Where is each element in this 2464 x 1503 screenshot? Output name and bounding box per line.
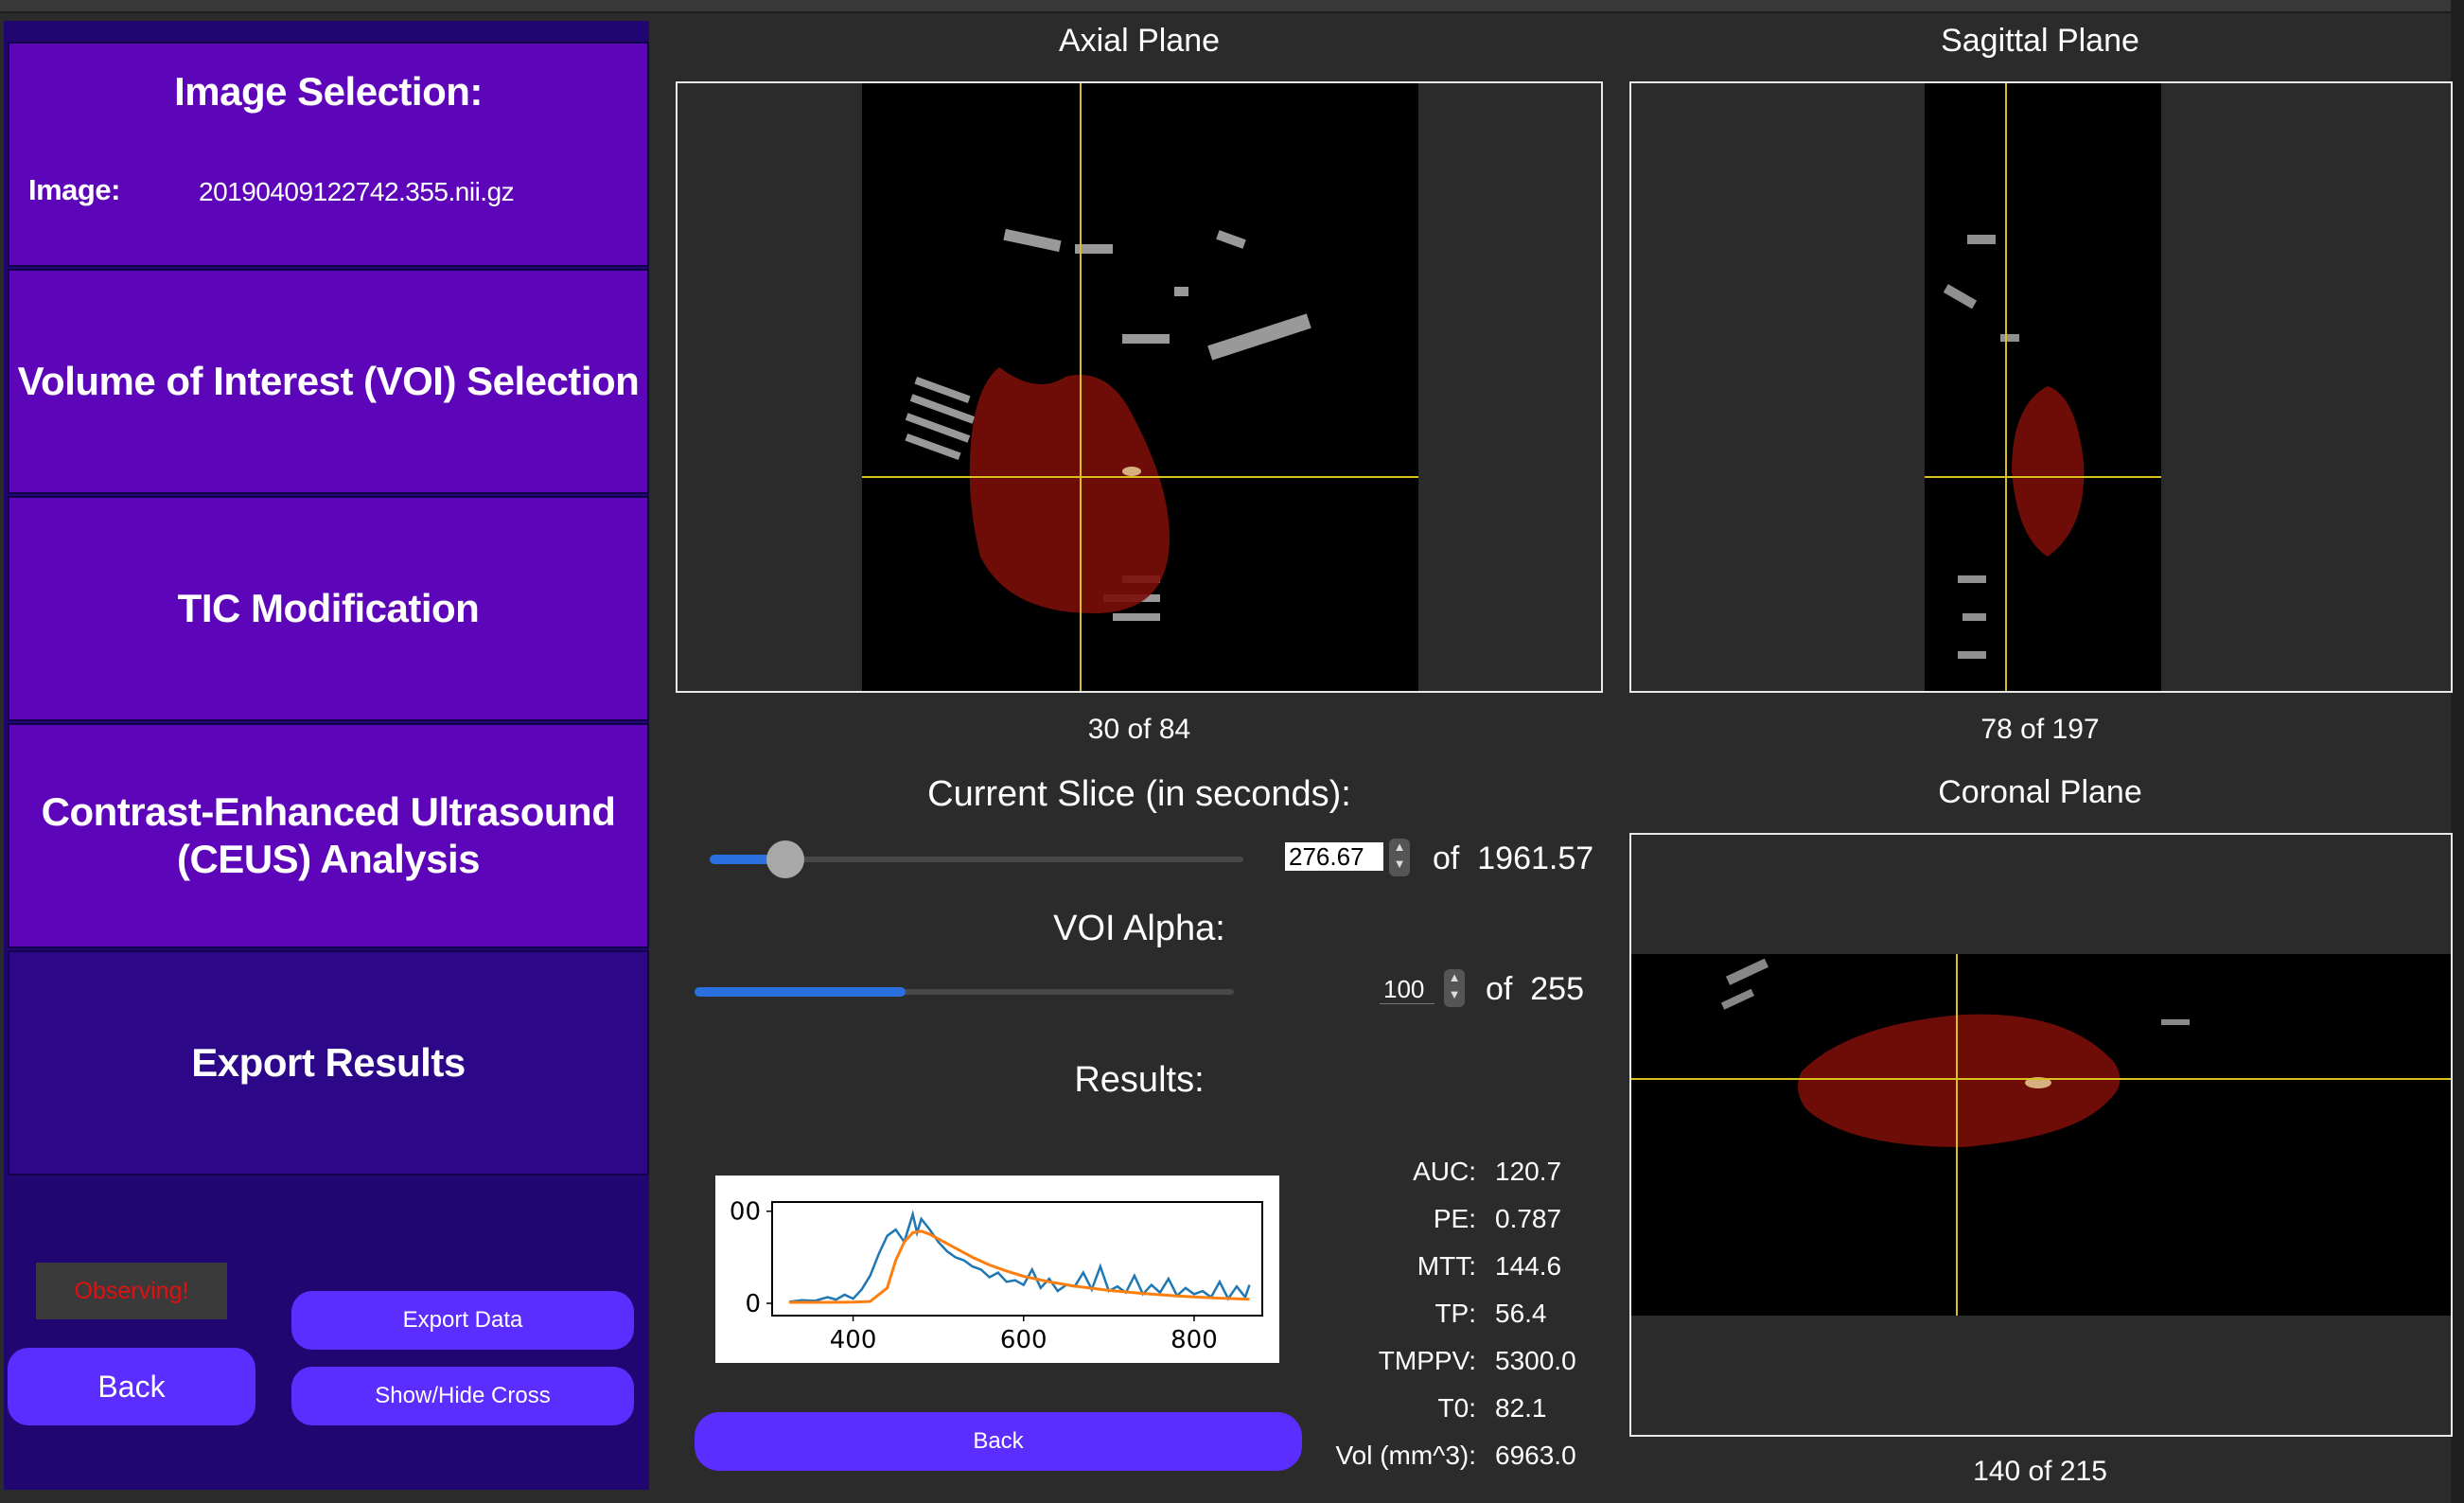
voi-alpha-slider-track: [695, 989, 1234, 995]
coronal-slice-of: of: [2028, 1456, 2052, 1487]
show-hide-cross-button[interactable]: Show/Hide Cross: [291, 1367, 634, 1425]
axial-viewer[interactable]: [676, 81, 1603, 693]
export-results-section[interactable]: Export Results: [8, 950, 649, 1176]
metric-label: AUC:: [1413, 1157, 1476, 1186]
y-tick-label: 0: [745, 1290, 761, 1318]
sagittal-viewer[interactable]: [1629, 81, 2453, 693]
sagittal-slice-count: 78 of 197: [1629, 714, 2451, 746]
tic-modification-label: TIC Modification: [177, 586, 480, 630]
axial-slice-number: 30: [1087, 714, 1120, 745]
sagittal-slice-of: of: [2020, 714, 2045, 745]
ceus-analysis-section[interactable]: Contrast-Enhanced Ultrasound (CEUS) Anal…: [8, 723, 649, 948]
metric-value: 5300.0: [1495, 1346, 1576, 1375]
chart-frame: [771, 1201, 1263, 1317]
back-button[interactable]: Back: [8, 1348, 255, 1425]
voi-alpha-input[interactable]: 100: [1380, 975, 1434, 1004]
sagittal-slice-total: 197: [2051, 714, 2100, 745]
x-tick-label: 400: [830, 1326, 877, 1354]
metric-label: Vol (mm^3):: [1335, 1441, 1477, 1470]
voi-selection-section[interactable]: Volume of Interest (VOI) Selection: [8, 269, 649, 494]
y-tick-label: 00: [730, 1198, 761, 1227]
results-back-button[interactable]: Back: [695, 1412, 1302, 1471]
sagittal-slice-number: 78: [1980, 714, 2013, 745]
current-slice-slider-thumb[interactable]: [766, 840, 804, 878]
voi-alpha-slider-fill: [695, 987, 906, 997]
metric-labels: AUC: PE: MTT: TP: TMPPV: T0: Vol (mm^3):: [1306, 1157, 1477, 1470]
coronal-viewer[interactable]: [1629, 833, 2453, 1437]
voi-alpha-title: VOI Alpha:: [1053, 909, 1225, 948]
metric-value: 56.4: [1495, 1299, 1547, 1328]
current-slice-title: Current Slice (in seconds):: [927, 774, 1351, 814]
axial-plane-title: Axial Plane: [1058, 23, 1221, 59]
export-results-label: Export Results: [191, 1040, 466, 1085]
coronal-slice-total: 215: [2059, 1456, 2107, 1487]
axial-slice-count: 30 of 84: [676, 714, 1603, 746]
current-slice-max: of 1961.57: [1433, 840, 1593, 877]
results-title: Results:: [1074, 1060, 1205, 1100]
image-label: Image:: [28, 173, 120, 206]
voi-alpha-max-value: 255: [1530, 971, 1584, 1007]
metric-label: PE:: [1433, 1204, 1476, 1233]
x-tick-label: 600: [1000, 1326, 1047, 1354]
image-selection-title: Image Selection:: [174, 69, 483, 114]
coronal-plane-title: Coronal Plane: [1938, 774, 2142, 810]
coronal-slice-number: 140: [1973, 1456, 2021, 1487]
voi-alpha-max: of 255: [1486, 971, 1584, 1008]
sidebar: Image Selection: Image: 20190409122742.3…: [4, 21, 649, 1490]
x-tick-label: 800: [1170, 1326, 1218, 1354]
metric-values: 120.7 0.787 144.6 56.4 5300.0 82.1 6963.0: [1495, 1157, 1609, 1470]
current-slice-max-value: 1961.57: [1477, 840, 1594, 876]
series-line: [788, 1210, 1251, 1303]
axial-slice-of: of: [1127, 714, 1152, 745]
current-slice-spin-arrows[interactable]: ▲ ▼: [1389, 839, 1410, 876]
metric-value: 82.1: [1495, 1393, 1547, 1423]
current-slice-slider-track: [710, 857, 1243, 862]
metric-value: 144.6: [1495, 1251, 1562, 1281]
metric-value: 0.787: [1495, 1204, 1562, 1233]
metric-label: T0:: [1437, 1393, 1476, 1423]
sagittal-image: [1925, 83, 2161, 691]
metric-label: TMPPV:: [1378, 1346, 1476, 1375]
metric-value: 120.7: [1495, 1157, 1562, 1186]
current-slice-of: of: [1433, 840, 1460, 876]
axial-image: [862, 83, 1418, 691]
current-slice-slider[interactable]: [710, 840, 1243, 878]
metric-value: 6963.0: [1495, 1441, 1576, 1470]
ceus-analysis-label: Contrast-Enhanced Ultrasound (CEUS) Anal…: [41, 789, 616, 881]
series-line: [789, 1229, 1250, 1304]
export-data-button[interactable]: Export Data: [291, 1291, 634, 1350]
axial-slice-total: 84: [1158, 714, 1191, 745]
image-filename: 20190409122742.355.nii.gz: [199, 177, 515, 206]
metric-label: MTT:: [1417, 1251, 1476, 1281]
metric-label: TP:: [1434, 1299, 1476, 1328]
coronal-image: [1631, 954, 2451, 1316]
image-selection-section[interactable]: Image Selection: Image: 20190409122742.3…: [8, 42, 649, 267]
window-top-bar: [0, 0, 2464, 13]
window-right-edge: [2451, 0, 2464, 1503]
current-slice-slider-fill: [710, 855, 785, 864]
voi-selection-label: Volume of Interest (VOI) Selection: [17, 359, 640, 403]
sagittal-plane-title: Sagittal Plane: [1941, 23, 2139, 59]
voi-alpha-of: of: [1486, 971, 1513, 1007]
voi-alpha-slider[interactable]: [695, 984, 1234, 999]
tic-chart: 400 600 800 0 00: [715, 1176, 1279, 1363]
observing-status: Observing!: [36, 1263, 227, 1319]
tic-modification-section[interactable]: TIC Modification: [8, 496, 649, 721]
voi-alpha-spin-arrows[interactable]: ▲ ▼: [1444, 969, 1465, 1007]
current-slice-input[interactable]: 276.67: [1285, 842, 1383, 871]
coronal-slice-count: 140 of 215: [1629, 1456, 2451, 1488]
